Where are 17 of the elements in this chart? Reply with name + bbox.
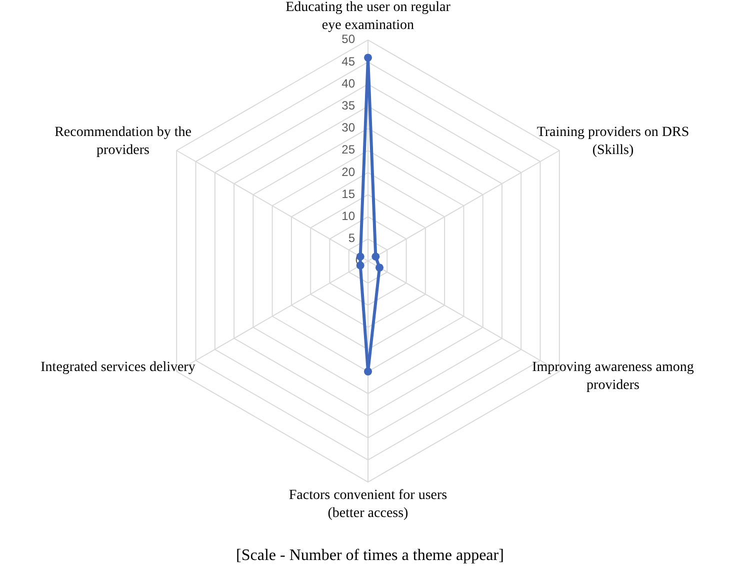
y-tick-label: 5 xyxy=(348,231,356,246)
spoke-label: Integrated services delivery xyxy=(40,360,196,375)
spoke-label: Factors convenient for users (better access) xyxy=(288,488,448,521)
y-tick-label: 20 xyxy=(342,164,356,179)
y-tick-label: 10 xyxy=(342,208,356,223)
spoke-label: Training providers on DRS (Skills) xyxy=(536,125,690,158)
y-tick-label: 15 xyxy=(342,186,356,201)
text: [Scale - Number of times a theme appear] xyxy=(236,547,504,564)
y-tick-label: 25 xyxy=(342,142,356,157)
y-tick-label: 50 xyxy=(342,32,356,46)
y-tick-label: 35 xyxy=(342,98,356,112)
spoke-label: Educating the user on regular eye examination xyxy=(286,0,451,33)
y-tick-label: 30 xyxy=(342,120,356,135)
y-tick-label: 40 xyxy=(342,76,356,90)
spoke-label: Recommendation by the providers xyxy=(54,125,192,158)
spoke-label: Improving awareness among providers xyxy=(532,360,694,393)
y-tick-label: 45 xyxy=(342,54,356,68)
